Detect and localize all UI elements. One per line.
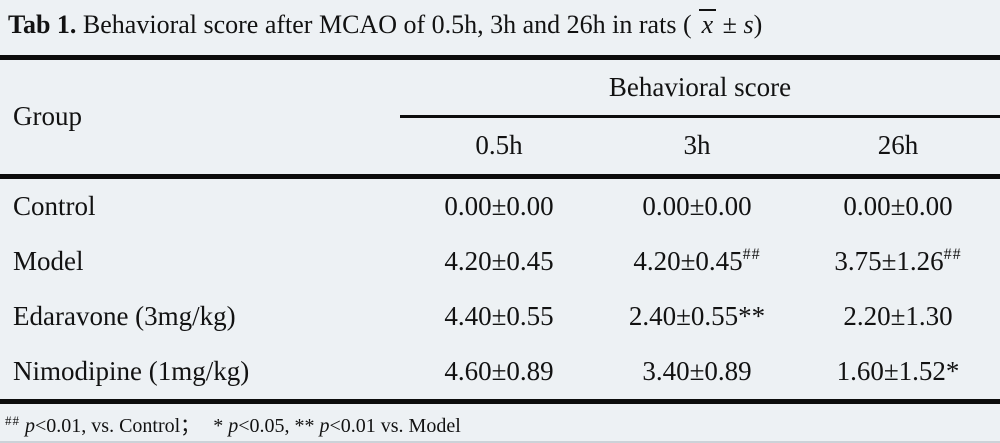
score-cell: 4.60±0.89 xyxy=(400,344,598,402)
score-cell: 0.00±0.00 xyxy=(796,176,1000,234)
footnote-text: <0.05, ** xyxy=(238,414,320,437)
header-row-span: Group Behavioral score xyxy=(0,57,1000,131)
column-header-0.5h: 0.5h xyxy=(475,130,523,160)
group-label: Model xyxy=(13,245,84,276)
footnote-p-italic: p xyxy=(228,414,239,437)
table-row-nimodipine: Nimodipine (1mg/kg) 4.60±0.89 3.40±0.89 … xyxy=(0,344,1000,402)
score-cell: 3.75±1.26## xyxy=(796,234,1000,289)
score-value: 4.20±0.45 xyxy=(633,245,743,276)
score-value: 3.75±1.26 xyxy=(834,245,944,276)
score-cell: 4.20±0.45 xyxy=(400,234,598,289)
score-cell: 1.60±1.52* xyxy=(796,344,1000,402)
column-header-26h: 26h xyxy=(877,130,919,160)
score-value: 0.00±0.00 xyxy=(642,190,752,221)
mean-symbol-x-bar: x xyxy=(698,9,717,38)
footnote-p-italic: p xyxy=(25,414,35,437)
column-header-group: Group xyxy=(13,101,82,131)
group-label: Nimodipine (1mg/kg) xyxy=(13,355,250,386)
score-value: 3.40±0.89 xyxy=(642,355,752,386)
footnote-text: <0.01 vs. Model xyxy=(329,414,461,437)
score-cell: 2.40±0.55** xyxy=(598,289,796,344)
footnote: ## p<0.01, vs. Control； * p<0.05, ** p<0.… xyxy=(0,404,1000,438)
group-label: Edaravone (3mg/kg) xyxy=(13,300,236,331)
score-cell: 4.40±0.55 xyxy=(400,289,598,344)
screenshot-bottom-edge xyxy=(0,441,1000,443)
score-value: 2.20±1.30 xyxy=(843,300,953,331)
score-value: 4.40±0.55 xyxy=(444,300,554,331)
score-value: 0.00±0.00 xyxy=(444,190,554,221)
table-body: Control 0.00±0.00 0.00±0.00 0.00±0.00 Mo… xyxy=(0,176,1000,401)
score-value: 0.00±0.00 xyxy=(843,190,953,221)
header-row-timepoints: 0.5h 3h 26h xyxy=(0,116,1000,176)
behavioral-score-table: Group Behavioral score 0.5h 3h 26h Contr… xyxy=(0,54,1000,404)
significance-marker: ## xyxy=(943,245,962,263)
caption-table-number: Tab 1. xyxy=(8,10,77,39)
table-caption: Tab 1. Behavioral score after MCAO of 0.… xyxy=(0,0,1000,42)
score-value: 4.60±0.89 xyxy=(444,355,554,386)
caption-close-paren: ) xyxy=(753,10,763,39)
score-value: 4.20±0.45 xyxy=(444,245,554,276)
footnote-hash-marker: ## xyxy=(5,412,20,428)
score-cell: 2.20±1.30 xyxy=(796,289,1000,344)
plus-minus-sign: ± xyxy=(716,10,744,39)
score-value: 2.40±0.55** xyxy=(628,300,766,331)
footnote-text: <0.01, vs. Control； xyxy=(35,414,201,437)
score-cell: 3.40±0.89 xyxy=(598,344,796,402)
column-header-3h: 3h xyxy=(683,130,711,160)
group-label: Control xyxy=(13,190,96,221)
column-header-behavioral-score: Behavioral score xyxy=(400,57,1000,118)
significance-marker: ## xyxy=(742,245,761,263)
caption-text: Behavioral score after MCAO of 0.5h, 3h … xyxy=(76,10,692,39)
footnote-p-italic: p xyxy=(319,414,330,437)
score-cell: 0.00±0.00 xyxy=(400,176,598,234)
table-row-control: Control 0.00±0.00 0.00±0.00 0.00±0.00 xyxy=(0,176,1000,234)
score-cell: 4.20±0.45## xyxy=(598,234,796,289)
score-cell: 0.00±0.00 xyxy=(598,176,796,234)
sd-symbol-s: s xyxy=(743,10,754,39)
footnote-star-marker: * xyxy=(213,414,229,437)
table-row-edaravone: Edaravone (3mg/kg) 4.40±0.55 2.40±0.55**… xyxy=(0,289,1000,344)
table-row-model: Model 4.20±0.45 4.20±0.45## 3.75±1.26## xyxy=(0,234,1000,289)
table-header: Group Behavioral score 0.5h 3h 26h xyxy=(0,57,1000,176)
score-value: 1.60±1.52* xyxy=(836,355,960,386)
